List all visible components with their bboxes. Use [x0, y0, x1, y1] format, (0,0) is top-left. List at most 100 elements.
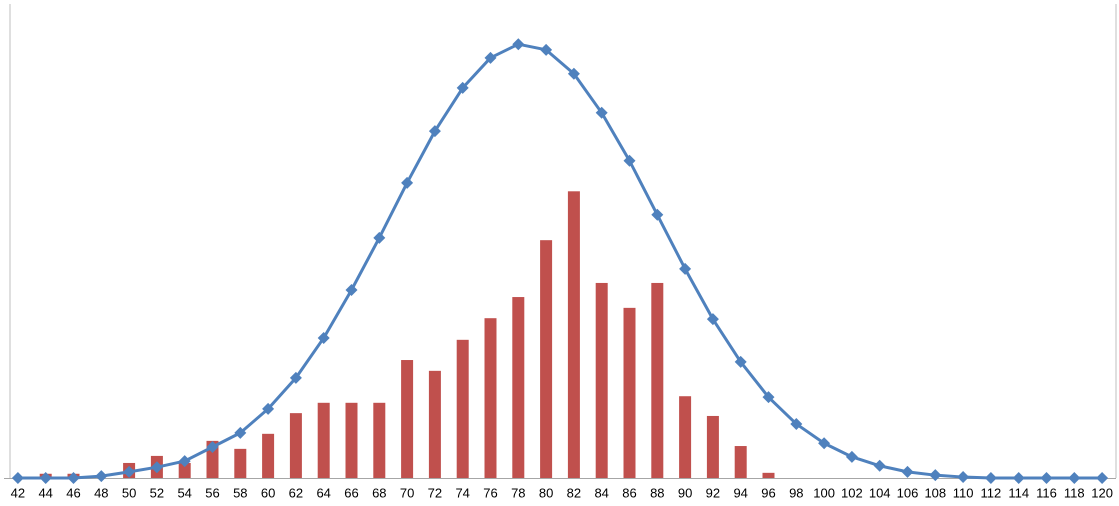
- marker: [11, 472, 24, 484]
- x-tick-label: 42: [11, 485, 25, 500]
- marker: [1012, 472, 1025, 484]
- x-tick-label: 82: [567, 485, 581, 500]
- marker: [206, 440, 219, 453]
- marker: [984, 472, 997, 484]
- marker: [1096, 472, 1109, 484]
- marker: [95, 470, 108, 483]
- marker: [178, 455, 191, 468]
- bar: [762, 472, 775, 478]
- marker: [234, 426, 247, 439]
- marker: [540, 43, 553, 56]
- x-tick-label: 68: [372, 485, 386, 500]
- bar: [345, 402, 358, 478]
- marker: [512, 38, 525, 51]
- x-tick-label: 46: [66, 485, 80, 500]
- x-tick-label: 52: [150, 485, 164, 500]
- marker: [67, 472, 80, 484]
- marker: [567, 67, 580, 80]
- x-tick-label: 106: [897, 485, 919, 500]
- marker: [428, 125, 441, 138]
- x-tick-label: 94: [733, 485, 747, 500]
- bar: [262, 433, 275, 478]
- x-tick-label: 76: [483, 485, 497, 500]
- x-tick-label: 98: [789, 485, 803, 500]
- x-tick-label: 84: [594, 485, 608, 500]
- x-tick-label: 44: [38, 485, 52, 500]
- x-tick-label: 112: [981, 485, 1002, 500]
- x-tick-label: 58: [233, 485, 247, 500]
- marker: [706, 313, 719, 326]
- marker: [123, 465, 136, 478]
- marker: [262, 402, 275, 415]
- bar: [567, 191, 580, 479]
- x-tick-label: 74: [455, 485, 469, 500]
- x-tick-label: 88: [650, 485, 664, 500]
- marker: [790, 417, 803, 430]
- x-tick-label: 56: [205, 485, 219, 500]
- x-tick-label: 90: [678, 485, 692, 500]
- bar: [456, 339, 469, 478]
- marker: [623, 154, 636, 167]
- line: [17, 42, 1103, 480]
- bar: [734, 446, 747, 478]
- bar: [373, 402, 386, 478]
- x-tick-label: 86: [622, 485, 636, 500]
- marker: [1040, 472, 1053, 484]
- x-tick-label: 120: [1091, 485, 1113, 500]
- bar: [484, 318, 497, 478]
- x-tick-label: 78: [511, 485, 525, 500]
- bar: [706, 415, 719, 478]
- x-tick-label: 50: [122, 485, 136, 500]
- bar: [428, 370, 441, 478]
- marker: [401, 176, 414, 189]
- bar: [540, 240, 553, 478]
- bar: [317, 402, 330, 478]
- marker: [845, 450, 858, 463]
- x-tick-label: 96: [761, 485, 775, 500]
- x-tick-label: 54: [177, 485, 191, 500]
- marker: [456, 81, 469, 94]
- x-tick-label: 100: [813, 485, 835, 500]
- marker: [345, 284, 358, 296]
- marker: [1068, 472, 1081, 484]
- x-tick-label: 110: [953, 485, 974, 500]
- marker: [651, 208, 664, 221]
- marker: [818, 437, 831, 450]
- marker: [484, 51, 497, 64]
- marker: [762, 391, 775, 404]
- marker: [317, 331, 330, 344]
- bar: [234, 448, 247, 478]
- x-tick-label: 116: [1036, 485, 1057, 500]
- x-tick-label: 114: [1008, 485, 1029, 500]
- x-tick-label: 80: [539, 485, 553, 500]
- marker: [929, 469, 942, 482]
- bar: [512, 297, 525, 478]
- bar: [401, 360, 414, 478]
- marker: [957, 471, 970, 484]
- marker: [373, 231, 386, 244]
- marker: [150, 461, 163, 474]
- marker: [734, 355, 747, 368]
- marker: [289, 371, 302, 384]
- marker: [679, 262, 692, 275]
- marker: [901, 465, 914, 478]
- bar: [178, 462, 191, 478]
- marker: [873, 459, 886, 472]
- x-tick-label: 118: [1064, 485, 1085, 500]
- x-tick-label: 48: [94, 485, 108, 500]
- x-tick-label: 66: [344, 485, 358, 500]
- x-tick-label: 62: [289, 485, 303, 500]
- bar: [651, 282, 664, 478]
- x-tick-label: 70: [400, 485, 414, 500]
- marker: [595, 106, 608, 119]
- x-tick-label: 104: [869, 485, 891, 500]
- x-tick-label: 60: [261, 485, 275, 500]
- x-tick-label: 108: [924, 485, 946, 500]
- bar: [679, 396, 692, 478]
- x-tick-label: 102: [841, 485, 863, 500]
- x-tick-label: 92: [706, 485, 720, 500]
- bar: [623, 307, 636, 478]
- marker: [39, 472, 52, 484]
